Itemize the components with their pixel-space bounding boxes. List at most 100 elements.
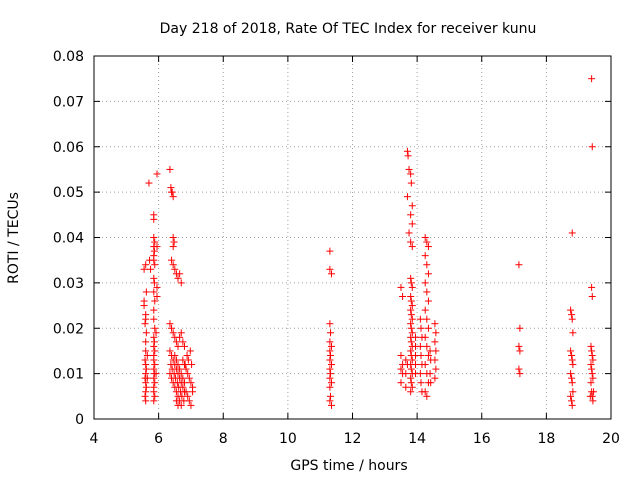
data-point — [150, 374, 158, 382]
data-point — [588, 75, 596, 83]
data-point — [174, 274, 182, 282]
data-point — [184, 370, 192, 378]
data-point — [568, 229, 576, 237]
data-point — [407, 306, 415, 314]
y-tick-label: 0.02 — [53, 321, 84, 337]
data-point — [407, 365, 415, 373]
data-point — [431, 356, 439, 364]
data-point — [172, 356, 180, 364]
data-point — [174, 401, 182, 409]
data-point — [407, 311, 415, 319]
y-tick-label: 0.01 — [53, 367, 84, 383]
data-point — [176, 333, 184, 341]
data-point — [515, 261, 523, 269]
data-point — [431, 320, 439, 328]
data-point — [182, 388, 190, 396]
data-point — [142, 370, 150, 378]
data-point — [150, 215, 158, 223]
data-point — [404, 152, 412, 160]
data-point — [166, 347, 174, 355]
data-point — [568, 379, 576, 387]
data-point — [327, 392, 335, 400]
data-point — [407, 388, 415, 396]
data-point — [412, 333, 420, 341]
data-point — [424, 297, 432, 305]
data-point — [142, 329, 150, 337]
data-point — [569, 361, 577, 369]
data-point — [326, 347, 334, 355]
data-point — [151, 361, 159, 369]
data-point — [145, 179, 153, 187]
data-point — [327, 270, 335, 278]
data-point — [182, 365, 190, 373]
data-point — [432, 365, 440, 373]
data-point — [431, 374, 439, 382]
data-point — [150, 234, 158, 241]
data-point — [142, 315, 150, 323]
x-tick-label: 14 — [408, 431, 426, 447]
data-point — [402, 356, 410, 364]
data-point — [589, 397, 597, 405]
data-point — [417, 351, 425, 359]
data-point — [169, 243, 177, 251]
data-point — [403, 193, 411, 201]
data-point — [153, 243, 161, 251]
data-point — [151, 347, 159, 355]
data-point — [589, 374, 597, 382]
data-point — [171, 265, 179, 273]
data-points — [140, 75, 598, 409]
chart-title: Day 218 of 2018, Rate Of TEC Index for r… — [160, 21, 537, 37]
data-point — [142, 361, 150, 369]
data-point — [152, 329, 160, 337]
data-point — [150, 247, 158, 255]
data-point — [150, 279, 158, 287]
data-point — [416, 370, 424, 378]
data-point — [568, 311, 576, 319]
data-point — [403, 361, 411, 369]
data-point — [397, 283, 405, 291]
y-tick-labels: 0 0.01 0.02 0.03 0.04 0.05 0.06 0.07 0.08 — [53, 49, 84, 428]
data-point — [515, 342, 523, 350]
data-point — [516, 324, 524, 332]
data-point — [179, 338, 187, 346]
data-point — [143, 351, 151, 359]
data-point — [327, 401, 335, 409]
data-point — [432, 329, 440, 337]
data-point — [169, 329, 177, 337]
data-point — [151, 379, 159, 387]
data-point — [179, 356, 187, 364]
data-point — [147, 265, 155, 273]
data-point — [150, 365, 158, 373]
y-tick-label: 0.08 — [53, 49, 84, 65]
data-point — [403, 147, 411, 155]
data-point — [168, 256, 176, 264]
data-point — [407, 338, 415, 346]
data-point — [186, 347, 194, 355]
data-point — [407, 374, 415, 382]
data-point — [174, 361, 182, 369]
data-point — [568, 374, 576, 382]
y-axis-label: ROTI / TECUs — [6, 192, 22, 284]
data-point — [150, 288, 158, 296]
data-point — [151, 261, 159, 269]
data-point — [423, 342, 431, 350]
data-point — [153, 170, 161, 178]
data-point — [407, 238, 415, 246]
data-point — [326, 338, 334, 346]
data-point — [326, 383, 334, 391]
data-point — [407, 292, 415, 300]
data-point — [177, 279, 185, 287]
data-point — [397, 365, 405, 373]
data-point — [187, 379, 195, 387]
data-point — [588, 370, 596, 378]
data-point — [141, 356, 149, 364]
data-point — [568, 397, 576, 405]
data-point — [150, 356, 158, 364]
data-point — [587, 342, 595, 350]
data-point — [327, 351, 335, 359]
data-point — [424, 324, 432, 332]
data-point — [569, 329, 577, 337]
data-point — [588, 365, 596, 373]
data-point — [408, 329, 416, 337]
data-point — [150, 256, 158, 264]
